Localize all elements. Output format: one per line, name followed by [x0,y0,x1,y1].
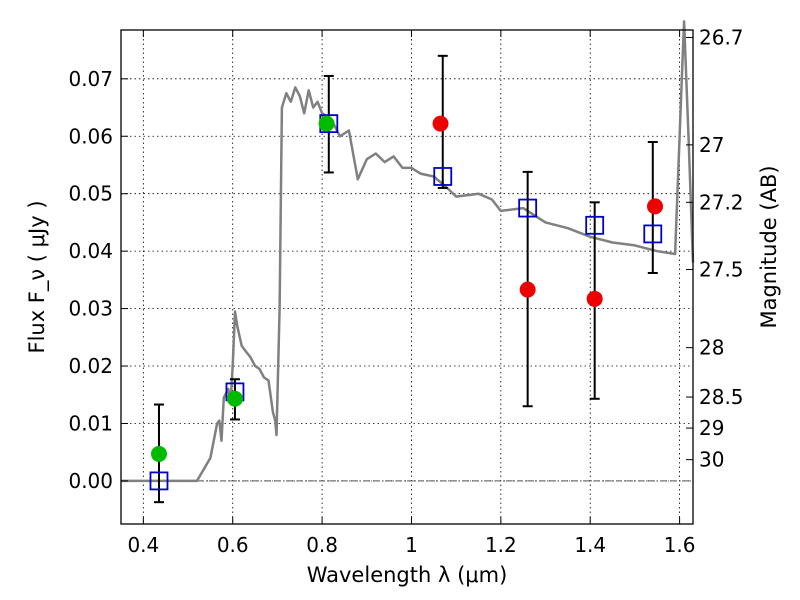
y-tick-label: 0.03 [68,297,113,321]
circle-marker [318,115,335,132]
y-tick-label: 0.07 [68,67,113,91]
square-marker [585,215,605,235]
x-axis-label: Wavelength λ (μm) [307,563,508,587]
x-tick-label: 1.2 [485,533,517,557]
grid-lines [121,30,693,524]
right-tick-label: 27.5 [699,258,744,282]
circle-marker [586,290,603,307]
circle-marker [226,390,243,407]
circle-marker [647,198,664,215]
y-tick-label: 0.02 [68,354,113,378]
model-sed-line [121,20,695,483]
right-tick-label: 30 [699,448,724,472]
x-tick-label: 0.8 [306,533,338,557]
x-tick-label: 0.4 [127,533,159,557]
square-marker [518,198,538,218]
error-bars [153,54,658,504]
right-tick-label: 28.5 [699,385,744,409]
model-sed-layer [121,20,695,483]
square-marker [433,167,453,186]
axis-ticks [121,30,693,524]
y-axis-label: Flux F_ν ( μJy ) [25,200,50,353]
right-tick-label: 27.2 [699,190,744,214]
circle-marker [150,445,167,462]
data-markers [149,114,664,491]
x-tick-label: 1 [405,533,418,557]
plot-frame [120,29,694,525]
y-tick-label: 0.06 [68,124,113,148]
square-marker [643,224,663,244]
tick-labels: 0.4 0.6 0.8 1 1.2 1.4 1.6 0.00 0.01 0.02 0.03 0.04 0… [68,25,743,557]
right-tick-label: 27 [699,133,724,157]
circle-marker [519,281,536,298]
right-axis-label: Magnitude (AB) [757,165,781,328]
x-tick-label: 1.4 [574,533,606,557]
y-tick-label: 0.00 [68,469,113,493]
y-tick-label: 0.05 [68,182,113,206]
square-marker [149,471,169,491]
right-tick-label: 29 [699,416,724,440]
right-tick-label: 28 [699,336,724,360]
y-tick-label: 0.01 [68,411,113,435]
circle-marker [432,115,449,132]
y-tick-label: 0.04 [68,239,113,263]
x-tick-label: 1.6 [664,533,696,557]
x-tick-label: 0.6 [217,533,249,557]
right-tick-label: 26.7 [699,25,744,49]
